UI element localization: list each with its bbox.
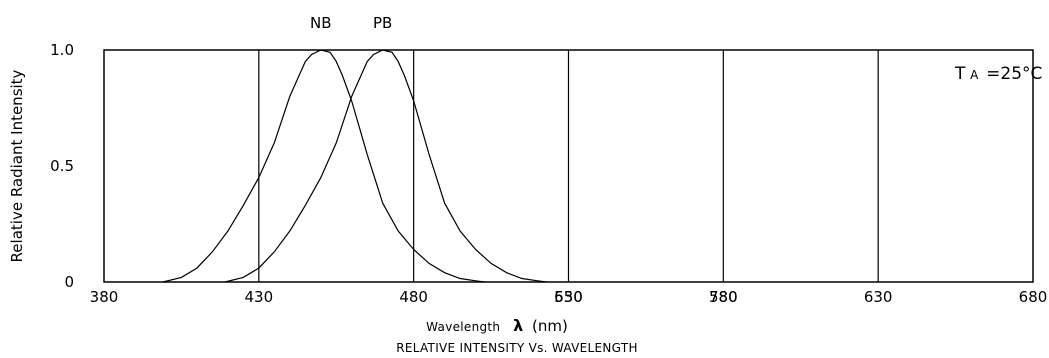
y-tick-label: 1.0 [50, 41, 74, 59]
x-tick-overprint-label: 780 [709, 288, 738, 306]
x-axis-label: Wavelength λ (nm) [426, 316, 568, 335]
temperature-annotation: T A =25°C [954, 64, 1042, 84]
temp-sub: A [970, 68, 979, 82]
series-nb-curve [162, 49, 485, 283]
temp-main: T [954, 64, 966, 84]
x-tick-overprint-label: 650 [554, 288, 583, 306]
series-pb-curve [224, 49, 547, 283]
x-tick-labels: 380 430 480 530 580 630 680 650 780 [90, 288, 1048, 306]
series-labels: NB PB [310, 14, 392, 32]
y-tick-label: 0.5 [50, 157, 74, 175]
y-axis-label: Relative Radiant Intensity [8, 69, 26, 262]
series-curves [162, 49, 547, 283]
temp-rest: =25°C [986, 64, 1042, 84]
vertical-gridlines [258, 50, 879, 282]
y-tick-labels: 1.0 0.5 0 [50, 41, 74, 291]
lambda-symbol: λ [513, 316, 523, 335]
y-tick-label: 0 [64, 273, 74, 291]
x-tick-label: 480 [399, 288, 428, 306]
x-tick-label: 380 [90, 288, 119, 306]
x-tick-label: 530 [554, 288, 583, 306]
x-tick-label: 430 [245, 288, 274, 306]
chart-subtitle: RELATIVE INTENSITY Vs. WAVELENGTH [396, 341, 638, 355]
x-tick-label: 580 [709, 288, 738, 306]
x-tick-label: 680 [1019, 288, 1048, 306]
series-label-pb: PB [373, 14, 392, 32]
x-axis-unit: (nm) [532, 317, 568, 335]
x-tick-label: 630 [864, 288, 893, 306]
series-label-nb: NB [310, 14, 332, 32]
x-axis-label-text: Wavelength [426, 320, 500, 334]
